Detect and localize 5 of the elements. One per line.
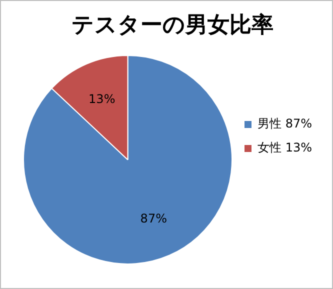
chart-title: テスターの男女比率 [72, 12, 274, 38]
legend-label: 男性 87% [258, 116, 312, 131]
data-label: 87% [140, 212, 167, 226]
data-label: 13% [88, 92, 116, 106]
legend-label: 女性 13% [258, 140, 312, 155]
